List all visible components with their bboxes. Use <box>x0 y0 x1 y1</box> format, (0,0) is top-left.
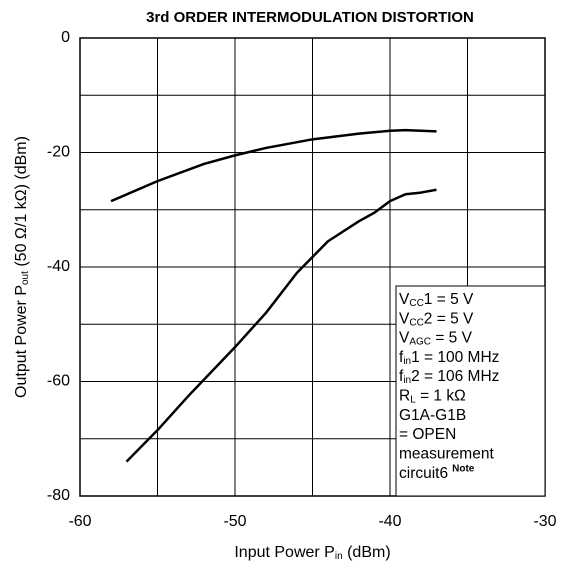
condition-line: fin1 = 100 MHz <box>399 349 499 367</box>
condition-line: G1A-G1B <box>399 407 466 424</box>
label-part: V <box>399 330 410 347</box>
y-tick-label: -60 <box>47 373 70 390</box>
label-part: V <box>399 310 410 327</box>
condition-line: VCC1 = 5 V <box>399 291 474 309</box>
label-part: V <box>399 291 410 308</box>
condition-line: = OPEN <box>399 426 456 443</box>
label-part: = 1 kΩ <box>416 388 466 405</box>
condition-line: VAGC = 5 V <box>399 330 473 348</box>
subscript: in <box>403 356 411 367</box>
y-tick-label: -80 <box>47 487 70 504</box>
conditions-box <box>395 285 546 497</box>
label-part: 2 = 106 MHz <box>411 368 499 385</box>
label-part: = 5 V <box>431 330 473 347</box>
condition-line: RL = 1 kΩ <box>399 388 466 406</box>
label-part: (dBm) <box>343 544 391 561</box>
data-line <box>110 128 437 203</box>
subscript: in <box>335 551 343 562</box>
y-tick-label: 0 <box>61 29 70 46</box>
subscript: CC <box>409 298 423 309</box>
y-axis-label: Output Power Pout (50 Ω/1 kΩ) (dBm) <box>13 136 30 398</box>
x-axis-label: Input Power Pin (dBm) <box>234 544 390 561</box>
label-part: 2 = 5 V <box>424 310 474 327</box>
x-tick-label: -50 <box>223 513 246 530</box>
x-tick-label: -60 <box>68 513 91 530</box>
condition-line: measurement <box>399 445 494 462</box>
condition-line: VCC2 = 5 V <box>399 310 474 328</box>
label-part: 1 = 100 MHz <box>411 349 499 366</box>
y-tick-label: -40 <box>47 258 70 275</box>
x-tick-label: -40 <box>378 513 401 530</box>
data-line <box>125 188 437 463</box>
chart-title: 3rd ORDER INTERMODULATION DISTORTION <box>146 9 474 26</box>
label-part: R <box>399 388 410 405</box>
label-part: 1 = 5 V <box>424 291 474 308</box>
x-tick-label: -30 <box>533 513 556 530</box>
note: Note <box>452 463 475 474</box>
label-part: f <box>399 349 404 366</box>
label-part: Output Power P <box>13 285 30 398</box>
subscript: CC <box>409 317 423 328</box>
subscript: AGC <box>409 336 431 347</box>
label-part: Input Power P <box>234 544 335 561</box>
subscript: in <box>403 375 411 386</box>
plot-frame <box>79 37 546 497</box>
subscript: L <box>410 394 416 405</box>
label-part: (50 Ω/1 kΩ) (dBm) <box>13 136 30 271</box>
label-part: f <box>399 368 404 385</box>
y-tick-label: -20 <box>47 144 70 161</box>
subscript: out <box>20 271 31 285</box>
condition-line: fin2 = 106 MHz <box>399 368 499 386</box>
